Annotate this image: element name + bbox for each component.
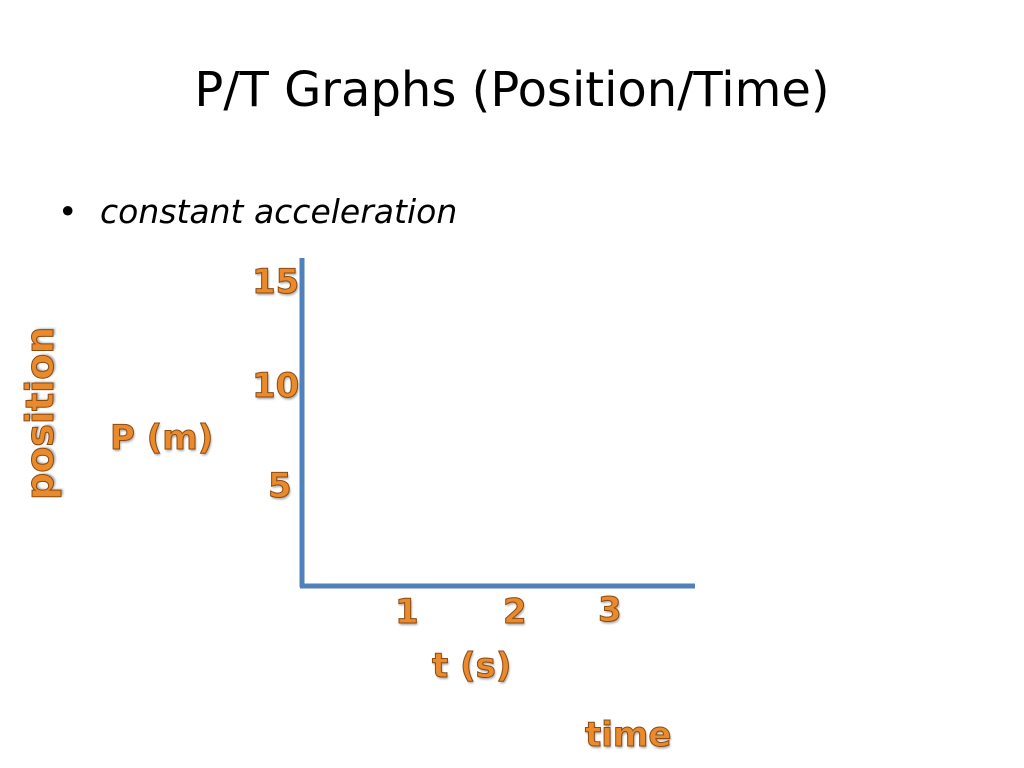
- time-label: time: [584, 715, 672, 756]
- x-tick-label: 2: [503, 592, 528, 633]
- y-tick-label: 5: [268, 466, 293, 507]
- y-tick-label: 15: [251, 262, 300, 303]
- vertical-position-label: position: [18, 326, 63, 500]
- x-tick-label: 1: [395, 592, 420, 633]
- y-axis-label: P (m): [109, 418, 214, 459]
- x-axis-label: t (s): [431, 646, 512, 687]
- slide-title: P/T Graphs (Position/Time): [194, 62, 830, 118]
- x-tick-label: 3: [598, 590, 623, 631]
- bullet-text: constant acceleration: [100, 192, 458, 231]
- bullet-item: • constant acceleration: [58, 192, 457, 231]
- y-tick-label: 10: [251, 366, 300, 407]
- bullet-dot: •: [58, 192, 78, 231]
